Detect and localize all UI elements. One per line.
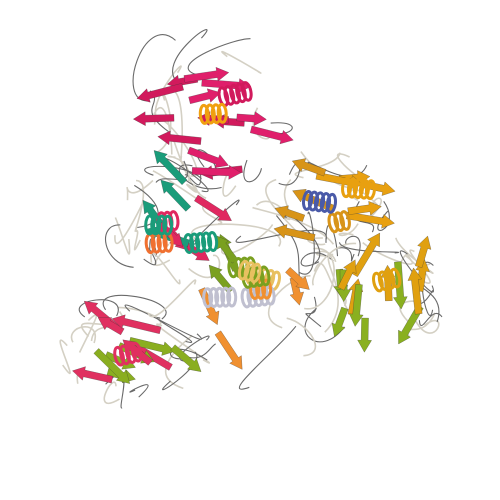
beta-strand-arrow: [188, 88, 222, 105]
helix-turn: [253, 266, 265, 288]
helix-turn: [183, 233, 195, 254]
beta-strands: [71, 66, 432, 384]
helix-turn: [226, 286, 238, 308]
helix-turn: [346, 177, 359, 199]
helix-turn: [249, 262, 262, 284]
helix-turn: [195, 232, 207, 253]
beta-strand-arrow: [97, 317, 125, 336]
beta-strand-arrow: [274, 205, 306, 223]
beta-strand-arrow: [347, 200, 382, 216]
helix-turn: [319, 192, 332, 213]
helix-turn: [208, 287, 220, 308]
helix-turn: [198, 103, 210, 125]
helix-turn: [240, 81, 253, 102]
helix-turn: [207, 231, 219, 252]
beta-strand-arrow: [187, 146, 229, 169]
coil-loop: [78, 294, 210, 409]
helix-turn: [156, 214, 168, 236]
helix-turn: [229, 83, 241, 105]
beta-strand-arrow: [208, 264, 234, 294]
helix-turn: [201, 231, 213, 253]
beta-strand-arrow: [153, 150, 188, 186]
helix-turn: [223, 85, 236, 106]
helix-turn: [339, 210, 351, 231]
helix-turn: [124, 343, 137, 364]
beta-strand-arrow: [407, 267, 423, 315]
beta-strand-arrow: [193, 194, 233, 221]
beta-strand-arrow: [93, 348, 131, 384]
beta-strand-arrow: [160, 179, 192, 212]
helix-turn: [216, 102, 228, 124]
helix-turn: [389, 267, 402, 289]
beta-strand-arrow: [357, 317, 373, 353]
helix-turn: [341, 177, 353, 199]
helix-turn: [144, 214, 156, 236]
beta-strand-arrow: [337, 259, 357, 291]
beta-strand-arrow: [136, 82, 185, 103]
beta-strand-arrow: [414, 235, 432, 269]
helix-turn: [301, 189, 314, 211]
helix-turn: [377, 270, 390, 292]
helix-turn: [307, 190, 320, 212]
beta-strand-arrow: [214, 330, 243, 370]
helix-turn: [113, 345, 125, 367]
helix-turn: [227, 257, 239, 279]
helix-turn: [237, 259, 250, 281]
beta-strand-arrow: [170, 344, 202, 373]
helix-turn: [220, 286, 232, 308]
beta-strand-arrow: [249, 125, 294, 145]
beta-strand-arrow: [273, 224, 316, 242]
helix-turn: [240, 287, 252, 309]
helix-turn: [333, 211, 346, 233]
helix-turn: [235, 82, 247, 104]
beta-strand-arrow: [285, 266, 310, 290]
alpha-helices: [113, 81, 402, 367]
beta-strand-arrow: [331, 306, 349, 338]
helix-turn: [202, 287, 214, 309]
beta-strand-arrow: [111, 314, 162, 335]
helix-turn: [204, 103, 216, 125]
beta-strand-arrow: [191, 164, 242, 180]
beta-strand-arrow: [291, 158, 327, 177]
beta-strand-arrow: [128, 336, 176, 356]
helix-turn: [327, 212, 340, 234]
helix-turn: [210, 103, 222, 125]
helix-turn: [364, 179, 377, 201]
helix-turn: [162, 214, 174, 236]
helix-turn: [261, 278, 273, 300]
beta-strand-arrow: [132, 111, 175, 127]
helix-turn: [130, 341, 143, 363]
beta-strand-arrow: [71, 366, 114, 384]
beta-strand-arrow: [183, 66, 230, 83]
helix-turn: [372, 271, 384, 293]
helix-turn: [214, 286, 226, 308]
helix-turn: [358, 178, 371, 200]
beta-strand-arrow: [236, 111, 267, 127]
helix-turn: [119, 344, 131, 366]
helix-turn: [243, 261, 256, 282]
helix-turn: [259, 265, 271, 287]
helix-turn: [325, 192, 338, 214]
helix-turn: [150, 214, 162, 236]
helix-turn: [189, 232, 201, 254]
helix-turn: [313, 191, 326, 213]
beta-strand-arrow: [157, 130, 202, 146]
beta-strand-arrow: [348, 283, 364, 327]
helix-turn: [352, 178, 365, 200]
helix-turn: [383, 269, 396, 290]
